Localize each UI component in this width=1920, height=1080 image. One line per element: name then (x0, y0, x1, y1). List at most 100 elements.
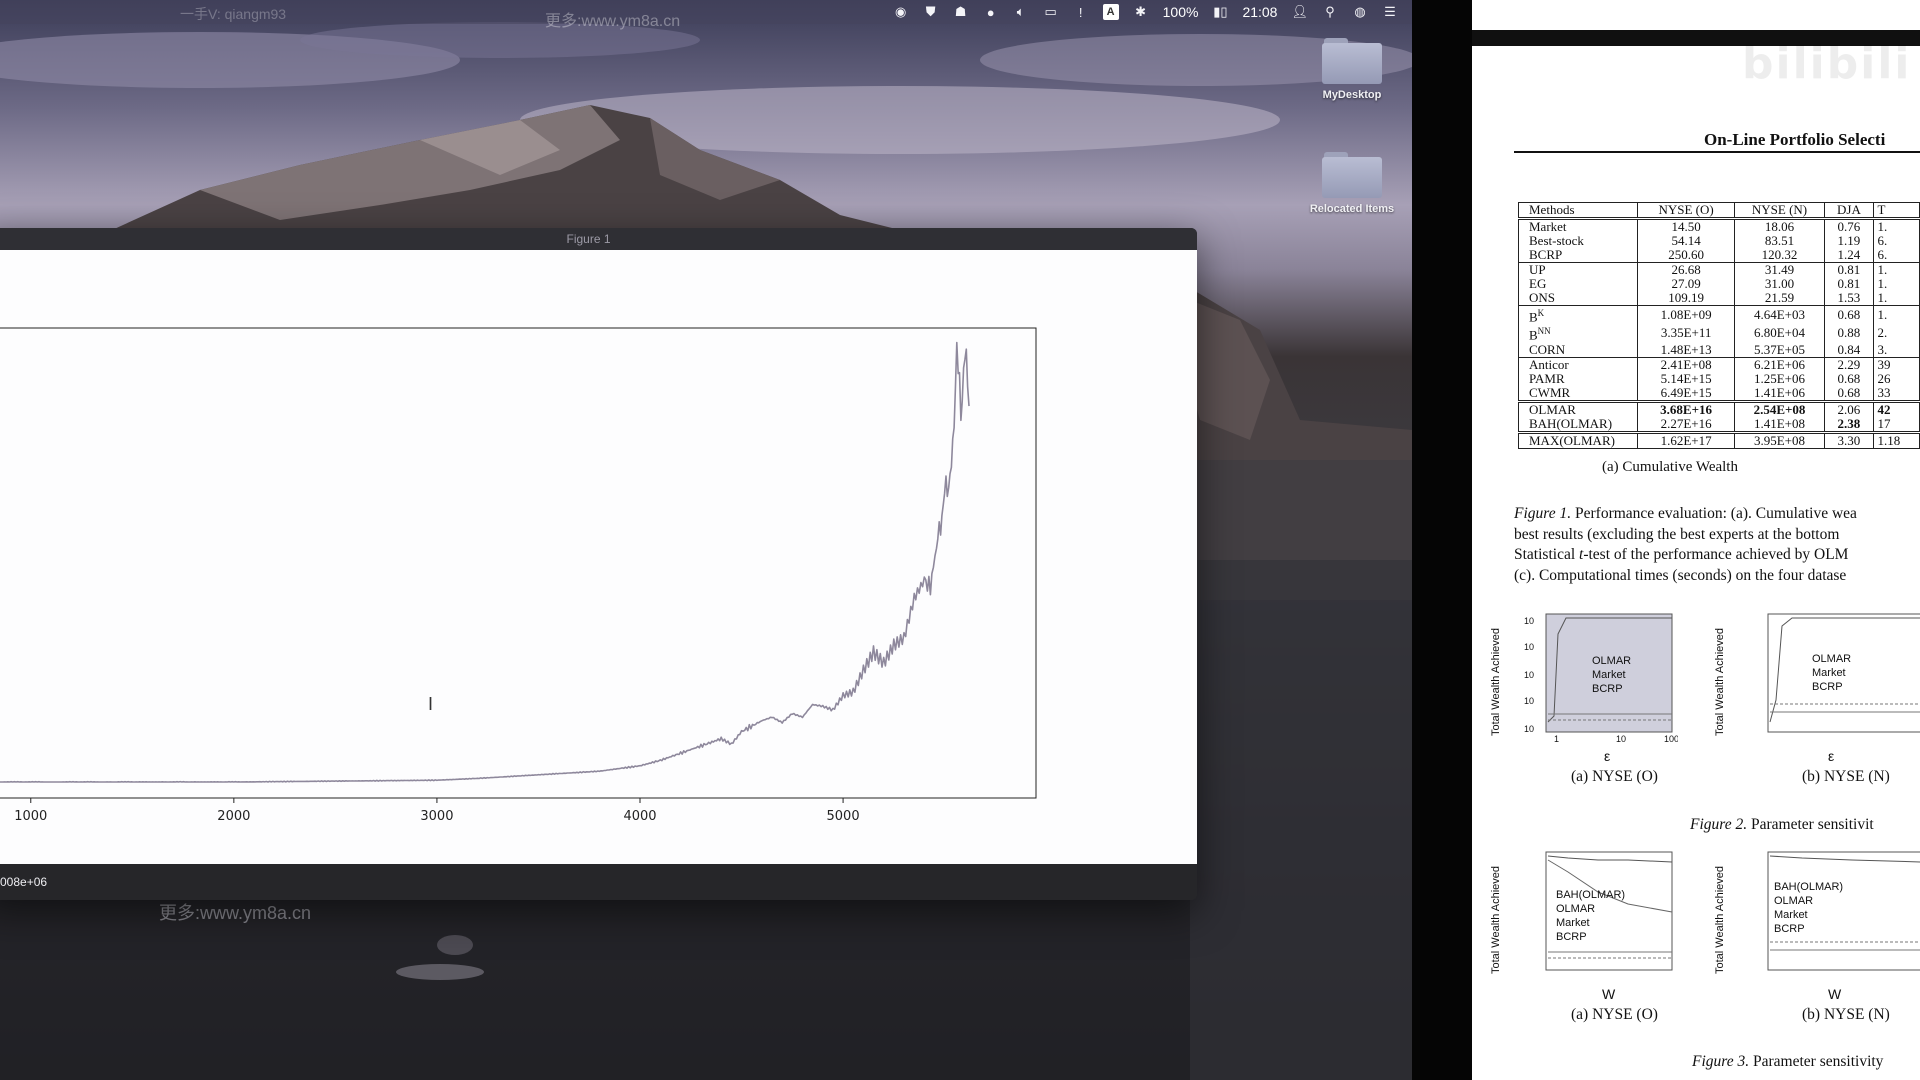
alert-icon[interactable]: ! (1078, 4, 1083, 20)
x-tick-label: 4000 (623, 809, 656, 824)
figure-2-caption: Figure 2. Parameter sensitivit (1690, 816, 1874, 833)
table-row: Anticor 2.41E+08 6.21E+06 2.29 39 (1517, 357, 1920, 372)
svg-text:10: 10 (1524, 670, 1534, 680)
table-row: BCRP 250.60 120.32 1.24 6. (1517, 248, 1920, 263)
clock[interactable]: 21:08 (1242, 4, 1278, 20)
axis-label: W (1602, 986, 1616, 1002)
svg-text:Market: Market (1556, 917, 1590, 929)
table-row: CWMR 6.49E+15 1.41E+06 0.68 33 (1517, 385, 1920, 401)
svg-text:Market: Market (1774, 909, 1808, 921)
folder-icon (1322, 152, 1382, 198)
input-source-icon[interactable]: A (1102, 4, 1119, 20)
table-row: BK 1.08E+09 4.64E+03 0.68 1. (1517, 305, 1920, 325)
results-table: Methods NYSE (O) NYSE (N) DJA T Market 14… (1517, 202, 1920, 449)
search-icon[interactable]: ⚲ (1325, 4, 1335, 19)
page-title: On-Line Portfolio Selecti (1704, 130, 1886, 149)
svg-text:1: 1 (1554, 734, 1559, 744)
figure-window[interactable]: Figure 1 1000 2000 3000 4000 5000 008e+06 (0, 228, 1197, 900)
table-subcaption: (a) Cumulative Wealth (1602, 459, 1738, 475)
svg-text:10: 10 (1616, 734, 1626, 744)
table-row: EG 27.09 31.00 0.81 1. (1517, 277, 1920, 291)
figure-2a-plot: Total Wealth Achieved 10 10 10 10 10 1 10 100 … (1488, 604, 1678, 764)
desktop-icon-label: Relocated Items (1309, 203, 1395, 215)
table-row: Market 14.50 18.06 0.76 1. (1517, 219, 1920, 234)
volume-icon[interactable]: 🔈︎ (1016, 4, 1025, 19)
figure-2b-plot: Total Wealth Achieved OLMAR Market BCRP … (1712, 604, 1920, 764)
table-header-row: Methods NYSE (O) NYSE (N) DJA T (1517, 202, 1920, 218)
display-icon[interactable]: ▭ (1044, 4, 1057, 19)
pdf-page[interactable]: bilibili On-Line Portfolio Selecti Metho… (1472, 0, 1920, 1080)
table-row: UP 26.68 31.49 0.81 1. (1517, 262, 1920, 277)
series-line (0, 341, 970, 783)
table-row: Best-stock 54.14 83.51 1.19 6. (1517, 234, 1920, 248)
svg-text:BAH(OLMAR): BAH(OLMAR) (1556, 889, 1625, 901)
watermark-text: 更多:www.ym8a.cn (545, 13, 681, 30)
svg-text:OLMAR: OLMAR (1556, 903, 1595, 915)
svg-text:BCRP: BCRP (1812, 681, 1843, 693)
penguin-icon[interactable]: ☗ (954, 4, 967, 19)
watermark-text: 更多:www.ym8a.cn (159, 903, 312, 923)
line-chart[interactable]: 1000 2000 3000 4000 5000 (0, 250, 1197, 864)
svg-text:Market: Market (1592, 669, 1626, 681)
axis-label: ε (1828, 748, 1835, 764)
pdf-top-bar (1472, 30, 1920, 46)
window-title[interactable]: Figure 1 (0, 228, 1197, 250)
table-row: CORN 1.48E+13 5.37E+05 0.84 3. (1517, 342, 1920, 358)
mini-chart: BAH(OLMAR) OLMAR Market BCRP (1767, 851, 1920, 971)
subfigure-caption: (a) NYSE (O) (1571, 768, 1658, 785)
svg-text:BAH(OLMAR): BAH(OLMAR) (1774, 881, 1843, 893)
siri-icon[interactable]: ◍ (1354, 4, 1366, 19)
text-cursor-icon: I (428, 694, 434, 714)
svg-text:10: 10 (1524, 642, 1534, 652)
table-row: ONS 109.19 21.59 1.53 1. (1517, 291, 1920, 306)
svg-text:OLMAR: OLMAR (1774, 895, 1813, 907)
table-row: OLMAR 3.68E+16 2.54E+08 2.06 42 (1517, 401, 1920, 417)
table-row: PAMR 5.14E+15 1.25E+06 0.68 26 (1517, 371, 1920, 386)
x-tick-label: 1000 (14, 809, 47, 824)
control-center-icon[interactable]: ☰ (1384, 4, 1396, 19)
wechat-icon[interactable]: ● (986, 4, 995, 20)
divider (1412, 0, 1472, 1080)
figure-3a-plot: Total Wealth Achieved BAH(OLMAR) OLMAR M… (1488, 842, 1678, 1002)
subfigure-caption: (b) NYSE (N) (1802, 768, 1890, 785)
plot-frame (0, 327, 1037, 799)
table-row: MAX(OLMAR) 1.62E+17 3.95E+08 3.30 1.18 (1517, 432, 1920, 449)
svg-text:Market: Market (1812, 667, 1846, 679)
svg-text:OLMAR: OLMAR (1812, 653, 1851, 665)
shield-icon[interactable]: ⛊ (925, 4, 936, 19)
battery-icon[interactable]: ▮▯ (1213, 4, 1228, 19)
table-row: BAH(OLMAR) 2.27E+16 1.41E+08 2.38 17 (1517, 416, 1920, 432)
figure-3-caption: Figure 3. Parameter sensitivity (1692, 1053, 1884, 1070)
table-header-cell: DJA (1824, 202, 1874, 218)
table-header-cell: NYSE (O) (1637, 202, 1735, 218)
compass-icon[interactable]: ◉ (894, 4, 907, 19)
svg-text:10: 10 (1524, 616, 1534, 626)
subfigure-caption: (a) NYSE (O) (1571, 1006, 1658, 1023)
status-bar: 008e+06 (0, 864, 1197, 900)
mini-chart: BAH(OLMAR) OLMAR Market BCRP (1545, 851, 1673, 971)
axis-label: ε (1604, 748, 1611, 764)
menubar: 一手V: qiangm93 更多:www.ym8a.cn ◉ ⛊ ☗ ● 🔈︎ … (0, 0, 1412, 30)
desktop-icon-mydesktop[interactable]: MyDesktop (1292, 38, 1412, 101)
x-tick-label: 3000 (420, 809, 453, 824)
svg-text:BCRP: BCRP (1592, 683, 1623, 695)
desktop-icon-label: MyDesktop (1322, 89, 1382, 101)
figure-1-caption: Figure 1. Performance evaluation: (a). C… (1514, 505, 1857, 584)
bluetooth-icon[interactable]: ✱ (1135, 4, 1147, 19)
table-header-cell: NYSE (N) (1733, 202, 1826, 218)
svg-text:BCRP: BCRP (1556, 931, 1587, 943)
table-header-cell: Methods (1517, 202, 1639, 218)
desktop-icon-relocated-items[interactable]: Relocated Items (1292, 152, 1412, 215)
user-icon[interactable]: 👤︎ (1291, 4, 1308, 19)
divider (1514, 151, 1920, 153)
axis-label: W (1828, 986, 1842, 1002)
plot-canvas[interactable]: 1000 2000 3000 4000 5000 (0, 250, 1197, 864)
bilibili-watermark-logo: bilibili (1742, 38, 1912, 89)
svg-text:10: 10 (1524, 696, 1534, 706)
svg-text:10: 10 (1524, 724, 1534, 734)
mini-chart: 10 10 10 10 10 1 10 100 OLMAR Market BCRP (1524, 613, 1678, 744)
watermark-text: 一手V: qiangm93 (180, 6, 287, 22)
folder-icon (1322, 38, 1382, 84)
svg-text:BCRP: BCRP (1774, 923, 1805, 935)
